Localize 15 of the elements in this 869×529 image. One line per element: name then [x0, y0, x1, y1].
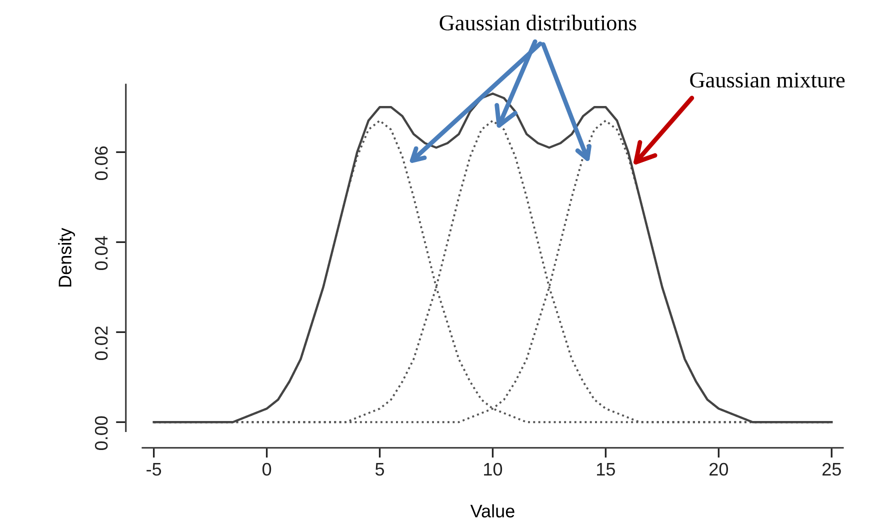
x-tick-label: 15: [597, 463, 615, 476]
x-tick-label: 0: [262, 462, 272, 476]
x-tick-label: 10: [484, 462, 502, 476]
x-tick-label: -5: [146, 463, 162, 476]
x-axis-title: Value: [470, 504, 514, 518]
y-tick-label: 0.02: [94, 326, 108, 360]
y-tick-label: 0.06: [94, 146, 108, 180]
y-tick-label: 0.00: [94, 416, 108, 450]
x-tick-label: 20: [710, 462, 728, 476]
annotation: Gaussian distributions: [440, 14, 636, 30]
y-tick-label: 0.04: [94, 236, 108, 270]
x-tick-label: 5: [375, 463, 384, 476]
annotation: Gaussian mixture: [690, 72, 845, 88]
x-tick-label: 25: [822, 462, 841, 476]
y-axis-title: Density: [58, 228, 75, 287]
